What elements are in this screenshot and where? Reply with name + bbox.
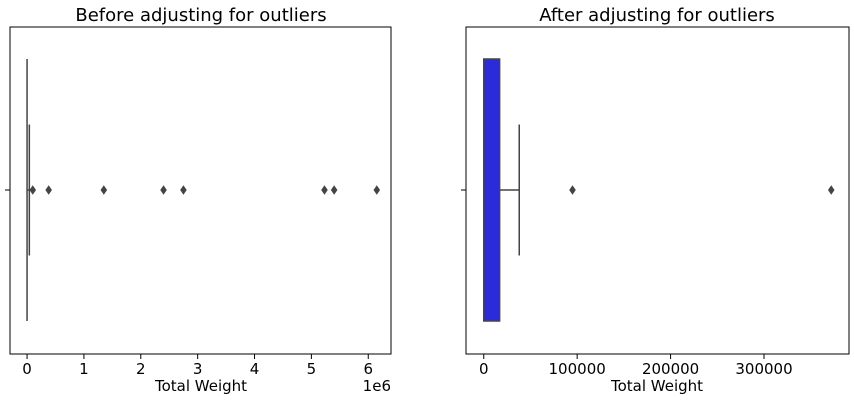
x-tick-label: 4 xyxy=(250,360,260,378)
x-tick-label: 2 xyxy=(136,360,146,378)
x-tick-label: 0 xyxy=(22,360,32,378)
x-tick-label: 0 xyxy=(479,360,489,378)
x-tick-label: 3 xyxy=(193,360,203,378)
box xyxy=(482,58,501,322)
outlier-point xyxy=(321,185,328,195)
x-tick-label: 5 xyxy=(307,360,317,378)
chart-title: Before adjusting for outliers xyxy=(75,5,326,26)
chart-before: Before adjusting for outliers 0 1 2 3 4 5 6 To… xyxy=(5,5,392,395)
x-tick-label: 300000 xyxy=(735,360,792,378)
x-tick-label: 100000 xyxy=(549,360,606,378)
plot-frame xyxy=(9,26,392,355)
x-tick-label: 6 xyxy=(363,360,373,378)
x-tick-label: 1 xyxy=(79,360,89,378)
plot-frame xyxy=(465,26,850,355)
outlier-point xyxy=(160,185,167,195)
outlier-point xyxy=(29,185,37,195)
outlier-point xyxy=(45,185,52,195)
outlier-point xyxy=(100,185,108,195)
outlier-point xyxy=(180,185,187,195)
x-axis-label: Total Weight xyxy=(154,377,247,395)
outlier-point xyxy=(330,185,338,195)
chart-after: After adjusting for outliers 0 100000 2000… xyxy=(461,5,850,395)
x-axis-label: Total Weight xyxy=(610,377,703,395)
x-tick-label: 200000 xyxy=(642,360,699,378)
outlier-point xyxy=(827,185,835,195)
chart-title: After adjusting for outliers xyxy=(539,5,775,26)
outlier-point xyxy=(569,185,576,195)
x-scale-offset: 1e6 xyxy=(363,377,391,395)
outlier-point xyxy=(373,185,381,195)
